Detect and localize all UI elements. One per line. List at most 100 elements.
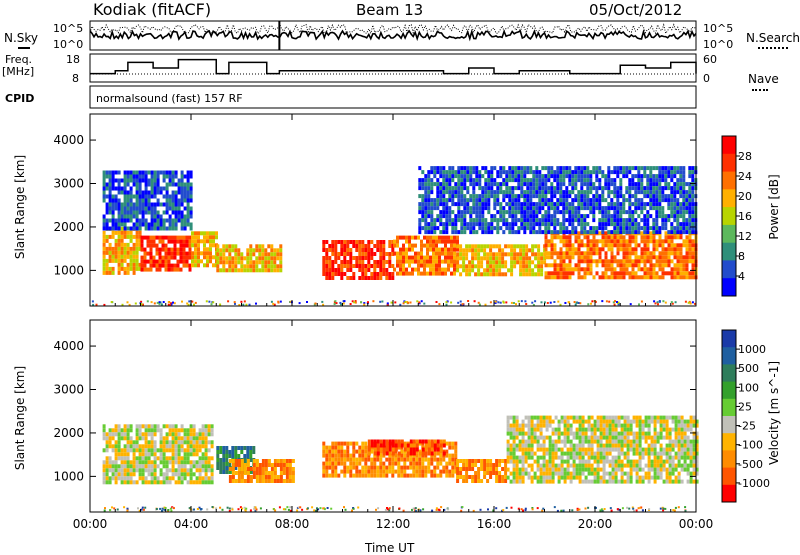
velocity-ground-scatter-point — [219, 507, 221, 509]
velocity-colorbar-swatch — [722, 416, 736, 434]
power-ground-scatter-point — [513, 302, 515, 304]
power-ground-scatter-point — [616, 301, 618, 303]
power-ground-scatter-point — [350, 303, 352, 305]
velocity-ground-scatter-point — [301, 509, 303, 511]
velocity-ground-scatter-point — [480, 509, 482, 511]
power-ground-scatter-point — [278, 302, 280, 304]
power-ytick-label: 2000 — [53, 220, 84, 234]
velocity-colorbar-tick-label: -1000 — [738, 477, 770, 490]
power-ground-scatter-point — [372, 300, 374, 302]
power-ytick-label: 1000 — [53, 263, 84, 277]
velocity-ground-scatter-point — [495, 507, 497, 509]
velocity-ground-scatter-point — [662, 508, 664, 510]
power-ground-scatter-point — [541, 301, 543, 303]
velocity-ground-scatter-point — [660, 508, 662, 510]
velocity-colorbar-tick-label: -500 — [738, 458, 763, 471]
velocity-ground-scatter-point — [142, 507, 144, 509]
power-ground-scatter-point — [521, 300, 523, 302]
power-ground-scatter-point — [334, 300, 336, 302]
power-ground-scatter-point — [614, 300, 616, 302]
power-colorbar-tick-label: 12 — [738, 230, 752, 243]
velocity-ground-scatter-point — [193, 509, 195, 511]
power-ground-scatter-point — [321, 301, 323, 303]
power-ground-scatter-point — [550, 302, 552, 304]
power-ground-scatter-point — [367, 301, 369, 303]
power-ground-scatter-point — [191, 301, 193, 303]
frequency-series-line — [90, 60, 696, 74]
power-ground-scatter-point — [219, 304, 221, 306]
power-ground-scatter-point — [534, 300, 536, 302]
velocity-ground-scatter-point — [345, 509, 347, 511]
power-ground-scatter-point — [641, 301, 643, 303]
velocity-ground-scatter-point — [532, 508, 534, 510]
xtick-label: 12:00 — [376, 517, 411, 531]
power-ground-scatter-point — [474, 300, 476, 302]
power-ground-scatter-point — [206, 300, 208, 302]
power-ground-scatter-point — [163, 301, 165, 303]
power-ground-scatter-point — [172, 302, 174, 304]
velocity-ground-scatter-point — [622, 507, 624, 509]
power-ground-scatter-point — [212, 301, 214, 303]
power-ground-scatter-point — [249, 304, 251, 306]
velocity-ground-scatter-point — [419, 509, 421, 511]
velocity-ground-scatter-point — [123, 506, 125, 508]
power-ground-scatter-point — [478, 302, 480, 304]
velocity-ground-scatter-point — [604, 508, 606, 510]
power-ground-scatter-point — [379, 301, 381, 303]
power-ground-scatter-point — [485, 304, 487, 306]
power-ground-scatter-point — [299, 302, 301, 304]
power-ground-scatter-point — [591, 300, 593, 302]
velocity-ground-scatter-point — [664, 508, 666, 510]
velocity-ytick-label: 1000 — [53, 469, 84, 483]
power-ground-scatter-point — [675, 301, 677, 303]
velocity-ground-scatter-point — [173, 507, 175, 509]
power-ground-scatter-point — [511, 302, 513, 304]
power-echo-band — [456, 244, 546, 276]
power-ground-scatter-point — [436, 301, 438, 303]
power-colorbar-swatch — [722, 154, 736, 172]
power-ground-scatter-point — [188, 300, 190, 302]
velocity-ground-scatter-point — [320, 507, 322, 509]
velocity-ground-scatter-point — [260, 507, 262, 509]
velocity-ytick-label: 3000 — [53, 383, 84, 397]
power-ground-scatter-point — [211, 303, 213, 305]
velocity-ground-scatter-point — [296, 509, 298, 511]
power-ytick-label: 3000 — [53, 177, 84, 191]
power-ground-scatter-point — [495, 301, 497, 303]
velocity-ground-scatter-point — [238, 508, 240, 510]
power-ground-scatter-point — [568, 301, 570, 303]
power-colorbar-swatch — [722, 136, 736, 154]
velocity-ground-scatter-point — [330, 508, 332, 510]
power-colorbar-tick-label: 20 — [738, 190, 752, 203]
power-ground-scatter-point — [407, 302, 409, 304]
velocity-ground-scatter-point — [438, 509, 440, 511]
velocity-ground-scatter-point — [165, 507, 167, 509]
power-ground-scatter-point — [168, 301, 170, 303]
velocity-ground-scatter-point — [289, 506, 291, 508]
velocity-ground-scatter-point — [109, 509, 111, 511]
velocity-colorbar-swatch — [722, 468, 736, 486]
velocity-ground-scatter-point — [201, 508, 203, 510]
velocity-ground-scatter-point — [324, 508, 326, 510]
velocity-ground-scatter-point — [357, 507, 359, 509]
power-ground-scatter-point — [92, 300, 94, 302]
power-ground-scatter-point — [505, 301, 507, 303]
velocity-colorbar-tick-label: 100 — [738, 381, 759, 394]
power-colorbar-swatch — [722, 189, 736, 207]
velocity-ground-scatter-point — [111, 506, 113, 508]
power-colorbar-tick-label: 16 — [738, 210, 752, 223]
power-ground-scatter-point — [353, 301, 355, 303]
power-ground-scatter-point — [574, 301, 576, 303]
power-ground-scatter-point — [208, 301, 210, 303]
velocity-ytick-label: 2000 — [53, 426, 84, 440]
power-ground-scatter-point — [381, 301, 383, 303]
power-ground-scatter-point — [127, 301, 129, 303]
velocity-ground-scatter-point — [143, 509, 145, 511]
velocity-ground-scatter-point — [288, 509, 290, 511]
power-ground-scatter-point — [638, 303, 640, 305]
velocity-colorbar-swatch — [722, 450, 736, 468]
power-ground-scatter-point — [655, 302, 657, 304]
velocity-ground-scatter-point — [385, 509, 387, 511]
velocity-ground-scatter-point — [611, 510, 613, 512]
velocity-ground-scatter-point — [563, 510, 565, 512]
